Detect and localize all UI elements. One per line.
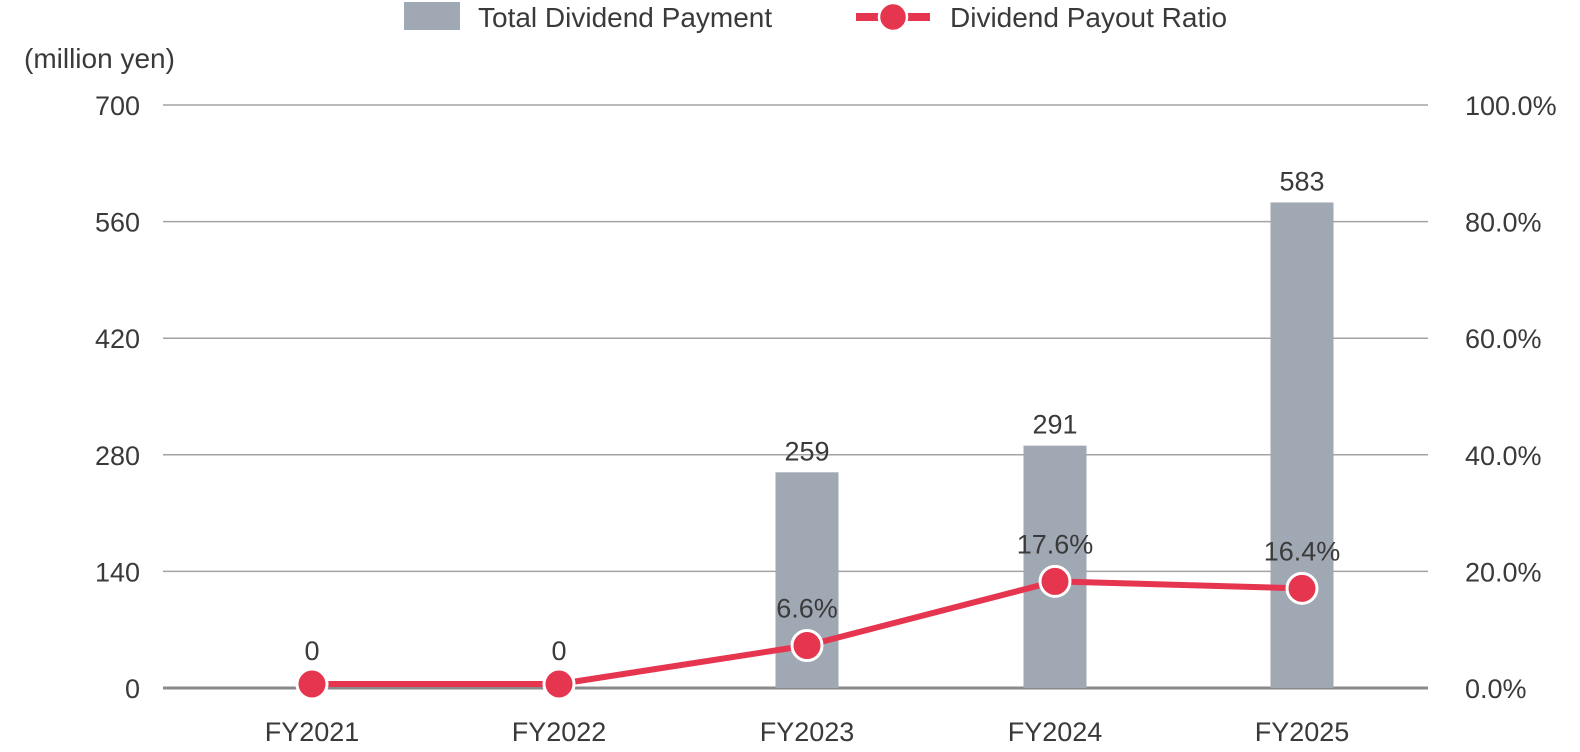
- data-labels: 0 0 259 291 583 6.6% 17.6% 16.4%: [304, 166, 1340, 666]
- bar-series: [775, 202, 1334, 689]
- gridlines: [163, 104, 1428, 690]
- y-right-tick-label: 40.0%: [1465, 441, 1542, 471]
- x-tick-label: FY2021: [265, 717, 360, 747]
- x-tick-label: FY2024: [1008, 717, 1103, 747]
- line-data-label: 16.4%: [1264, 536, 1341, 566]
- legend: Total Dividend Payment Dividend Payout R…: [404, 1, 1227, 33]
- bar: [1270, 202, 1334, 689]
- line-point: [1038, 564, 1072, 598]
- bar-data-label: 259: [784, 436, 829, 466]
- legend-marker-payout-ratio: [877, 1, 909, 33]
- line-point: [295, 667, 329, 701]
- line-point: [542, 667, 576, 701]
- bar-data-label: 583: [1279, 166, 1324, 196]
- line-point: [1285, 571, 1319, 605]
- line-data-label: 17.6%: [1017, 529, 1094, 559]
- legend-label-total-dividend: Total Dividend Payment: [478, 2, 772, 33]
- x-tick-label: FY2023: [760, 717, 855, 747]
- bar-data-label: 0: [304, 636, 319, 666]
- legend-label-payout-ratio: Dividend Payout Ratio: [950, 2, 1227, 33]
- x-tick-labels: FY2021 FY2022 FY2023 FY2024 FY2025: [265, 717, 1350, 747]
- x-tick-label: FY2025: [1255, 717, 1350, 747]
- x-tick-label: FY2022: [512, 717, 607, 747]
- legend-swatch-total-dividend: [404, 2, 460, 30]
- y-left-tick-label: 0: [125, 674, 140, 704]
- y-right-tick-label: 100.0%: [1465, 91, 1557, 121]
- y-left-tick-label: 420: [95, 324, 140, 354]
- y-right-tick-label: 60.0%: [1465, 324, 1542, 354]
- y-left-unit-label: (million yen): [24, 43, 175, 74]
- y-left-tick-label: 280: [95, 441, 140, 471]
- y-left-tick-labels: 0 140 280 420 560 700: [95, 91, 140, 704]
- line-series: [295, 564, 1319, 701]
- y-right-tick-label: 0.0%: [1465, 674, 1527, 704]
- bar-data-label: 0: [551, 636, 566, 666]
- y-left-tick-label: 560: [95, 208, 140, 238]
- y-right-tick-label: 80.0%: [1465, 208, 1542, 238]
- line-data-label: 6.6%: [776, 594, 838, 624]
- bar-data-label: 291: [1032, 410, 1077, 440]
- y-left-tick-label: 700: [95, 91, 140, 121]
- y-left-tick-label: 140: [95, 557, 140, 587]
- y-right-tick-labels: 0.0% 20.0% 40.0% 60.0% 80.0% 100.0%: [1465, 91, 1557, 704]
- line-point: [790, 629, 824, 663]
- y-right-tick-label: 20.0%: [1465, 557, 1542, 587]
